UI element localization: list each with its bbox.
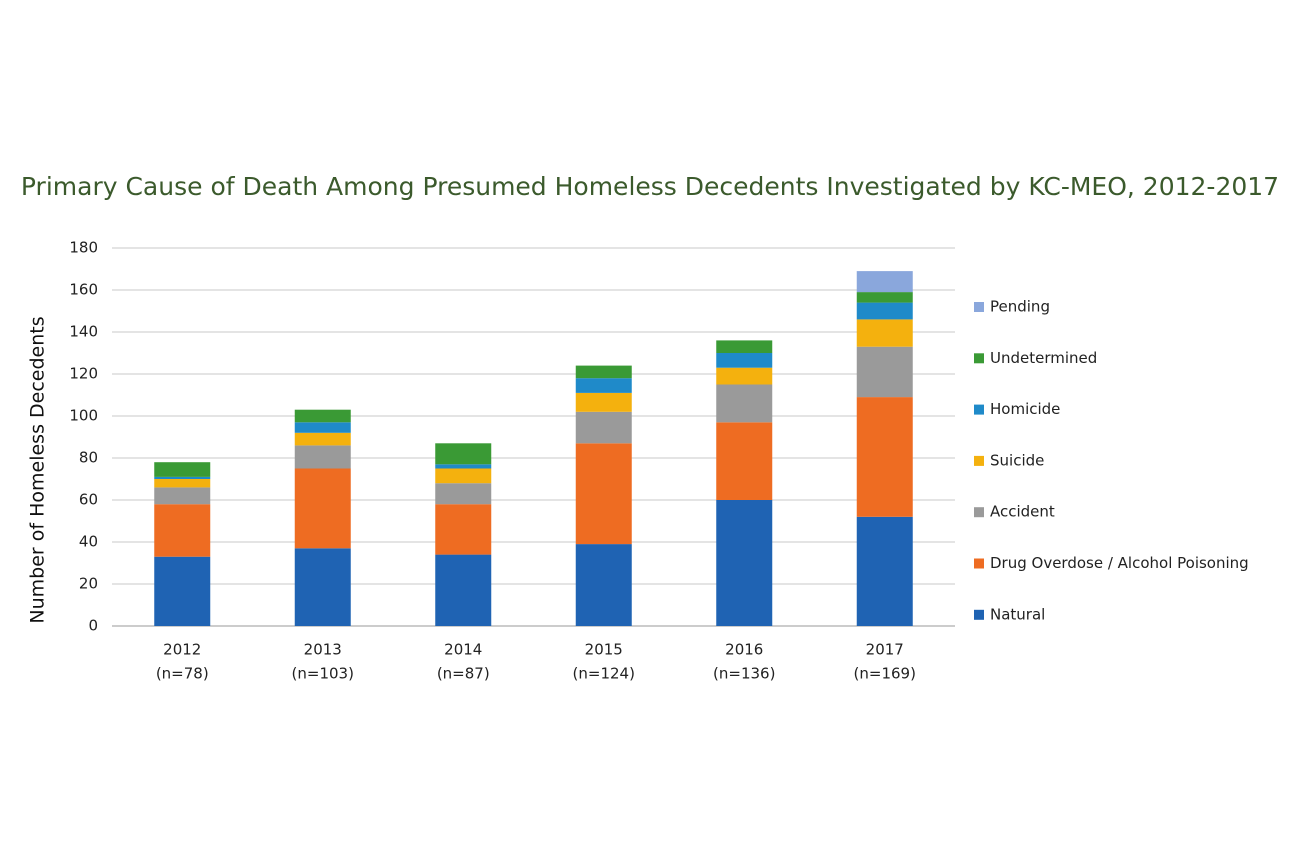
legend-label: Suicide: [990, 451, 1044, 469]
bar-segment: [294, 432, 351, 446]
bar-segment: [154, 462, 211, 477]
x-tick-label: 2016: [725, 641, 763, 659]
bar-segment: [154, 487, 211, 505]
bar-segment: [716, 340, 773, 353]
x-tick-label: (n=136): [713, 665, 775, 683]
legend-label: Drug Overdose / Alcohol Poisoning: [990, 554, 1249, 572]
bar-segment: [856, 292, 913, 303]
legend-swatch: [974, 353, 984, 364]
bar-segment: [856, 397, 913, 517]
bar-segment: [575, 365, 632, 379]
bar-segment: [856, 302, 913, 320]
legend-swatch: [974, 558, 984, 569]
x-tick-label: 2014: [444, 641, 482, 659]
y-axis-label: Number of Homeless Decedents: [27, 316, 49, 623]
bar-segment: [154, 479, 211, 488]
x-tick-label: 2012: [163, 641, 201, 659]
legend-label: Accident: [990, 503, 1055, 521]
x-tick-label: 2017: [866, 641, 904, 659]
legend-label: Natural: [990, 605, 1045, 623]
bar-segment: [435, 483, 492, 505]
legend-label: Undetermined: [990, 349, 1097, 367]
chart-title: Primary Cause of Death Among Presumed Ho…: [21, 172, 1279, 201]
legend-swatch: [974, 455, 984, 466]
bar-segment: [435, 468, 492, 484]
y-tick-label: 100: [69, 407, 98, 425]
bar-segment: [294, 548, 351, 626]
bar-segment: [154, 556, 211, 626]
bar-segment: [294, 409, 351, 423]
bar-segment: [575, 411, 632, 444]
bar-segment: [575, 544, 632, 626]
legend-swatch: [974, 404, 984, 415]
y-tick-label: 180: [69, 239, 98, 257]
bar-segment: [716, 500, 773, 626]
y-tick-label: 160: [69, 281, 98, 299]
bar-segment: [575, 443, 632, 545]
bar-segment: [716, 422, 773, 500]
bar-segment: [716, 384, 773, 423]
bar-segment: [716, 353, 773, 368]
x-tick-label: 2015: [585, 641, 623, 659]
x-tick-label: (n=103): [292, 665, 354, 683]
x-tick-label: (n=124): [573, 665, 635, 683]
bar-segment: [294, 445, 351, 469]
legend-label: Pending: [990, 298, 1050, 316]
legend-label: Homicide: [990, 400, 1060, 418]
bar-segment: [294, 468, 351, 549]
bar-segment: [154, 504, 211, 557]
x-tick-label: (n=78): [156, 665, 209, 683]
bar-segment: [154, 476, 211, 479]
legend-swatch: [974, 507, 984, 518]
y-tick-label: 60: [79, 491, 98, 509]
bar-segment: [856, 516, 913, 626]
x-tick-label: 2013: [304, 641, 342, 659]
bar-segment: [575, 392, 632, 412]
x-tick-label: (n=87): [437, 665, 490, 683]
x-tick-label: (n=169): [854, 665, 916, 683]
bar-segment: [856, 319, 913, 347]
bar-segment: [575, 378, 632, 393]
y-tick-label: 120: [69, 365, 98, 383]
bar-segment: [435, 554, 492, 626]
bar-segment: [856, 346, 913, 398]
legend-swatch: [974, 302, 984, 312]
bar-segment: [435, 443, 492, 465]
bar-segment: [435, 464, 492, 469]
y-tick-label: 0: [88, 617, 98, 635]
y-tick-label: 140: [69, 323, 98, 341]
y-tick-label: 80: [79, 449, 98, 467]
bar-segment: [294, 422, 351, 433]
bar-segment: [435, 504, 492, 555]
y-tick-label: 20: [79, 575, 98, 593]
bar-segment: [856, 271, 913, 293]
bar-segment: [716, 367, 773, 385]
y-tick-label: 40: [79, 533, 98, 551]
legend-swatch: [974, 609, 984, 620]
